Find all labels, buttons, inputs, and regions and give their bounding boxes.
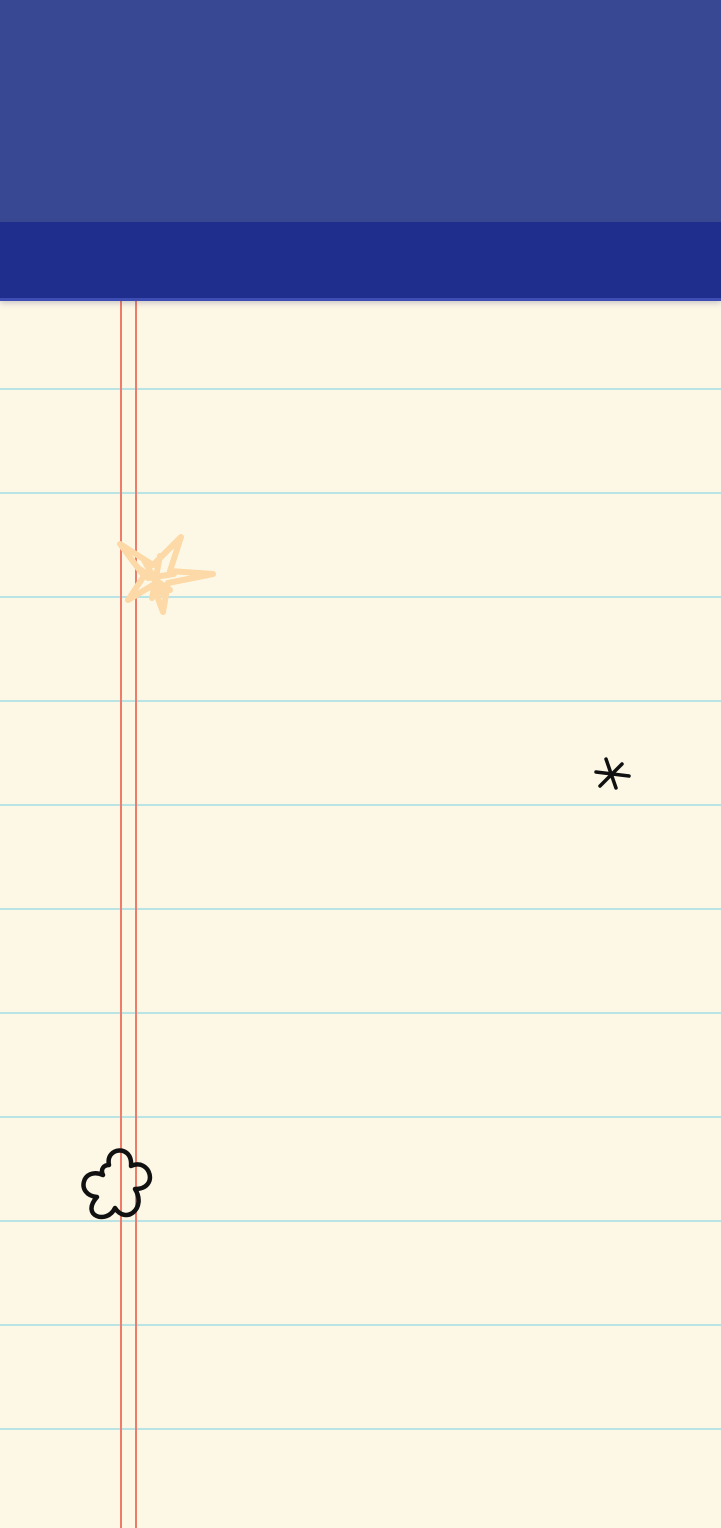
paper-rule-line <box>0 908 721 910</box>
status-bar-area <box>0 0 721 222</box>
title-bar <box>0 222 721 300</box>
paper-rule-line <box>0 596 721 598</box>
paper-rule-line <box>0 804 721 806</box>
paper-rule-line <box>0 1220 721 1222</box>
paper-rule-line <box>0 1324 721 1326</box>
paper-rule-line <box>0 1428 721 1430</box>
paper-rule-line <box>0 1012 721 1014</box>
paper-rule-line <box>0 388 721 390</box>
margin-line-right <box>135 300 137 1528</box>
star-doodle-icon <box>117 534 216 615</box>
flower-doodle-icon <box>81 1148 153 1220</box>
paper-rule-line <box>0 492 721 494</box>
margin-line-left <box>120 300 122 1528</box>
paper-rule-line <box>0 1116 721 1118</box>
asterisk-doodle-icon <box>594 757 631 790</box>
lined-paper-canvas[interactable] <box>0 300 721 1528</box>
title-bar-divider <box>0 298 721 301</box>
paper-rule-line <box>0 700 721 702</box>
